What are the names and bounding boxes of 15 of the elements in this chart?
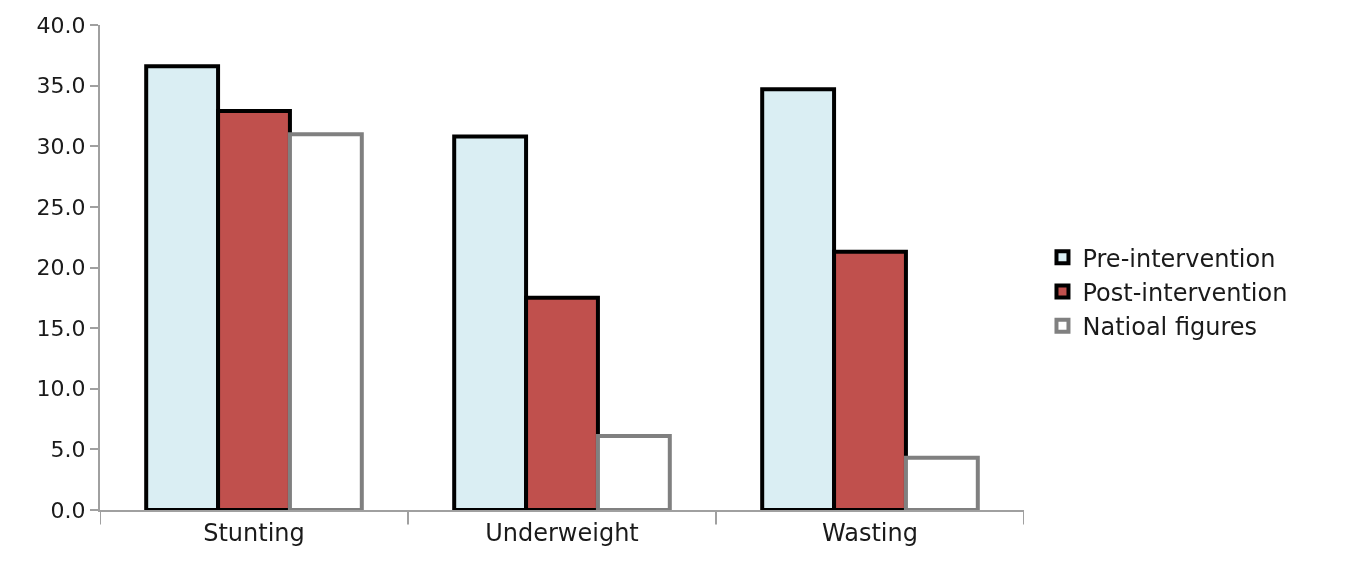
y-tick-label: 20.0 — [36, 255, 86, 281]
y-tick-label: 35.0 — [36, 73, 86, 99]
x-tick-label: Stunting — [203, 518, 305, 547]
x-tick-label: Underweight — [485, 518, 639, 547]
legend-label: Natioal figures — [1082, 313, 1258, 342]
legend-label: Pre-intervention — [1082, 244, 1276, 273]
y-tick-label: 25.0 — [36, 194, 86, 220]
x-tick-label: Wasting — [822, 518, 918, 547]
y-tick-label: 0.0 — [50, 497, 86, 523]
y-tick-label: 30.0 — [36, 133, 86, 159]
legend-label: Post-intervention — [1082, 278, 1288, 307]
y-tick-label: 15.0 — [36, 315, 86, 341]
y-tick-label: 5.0 — [50, 437, 86, 463]
y-tick-label: 10.0 — [36, 376, 86, 402]
y-tick-label: 40.0 — [36, 12, 86, 38]
